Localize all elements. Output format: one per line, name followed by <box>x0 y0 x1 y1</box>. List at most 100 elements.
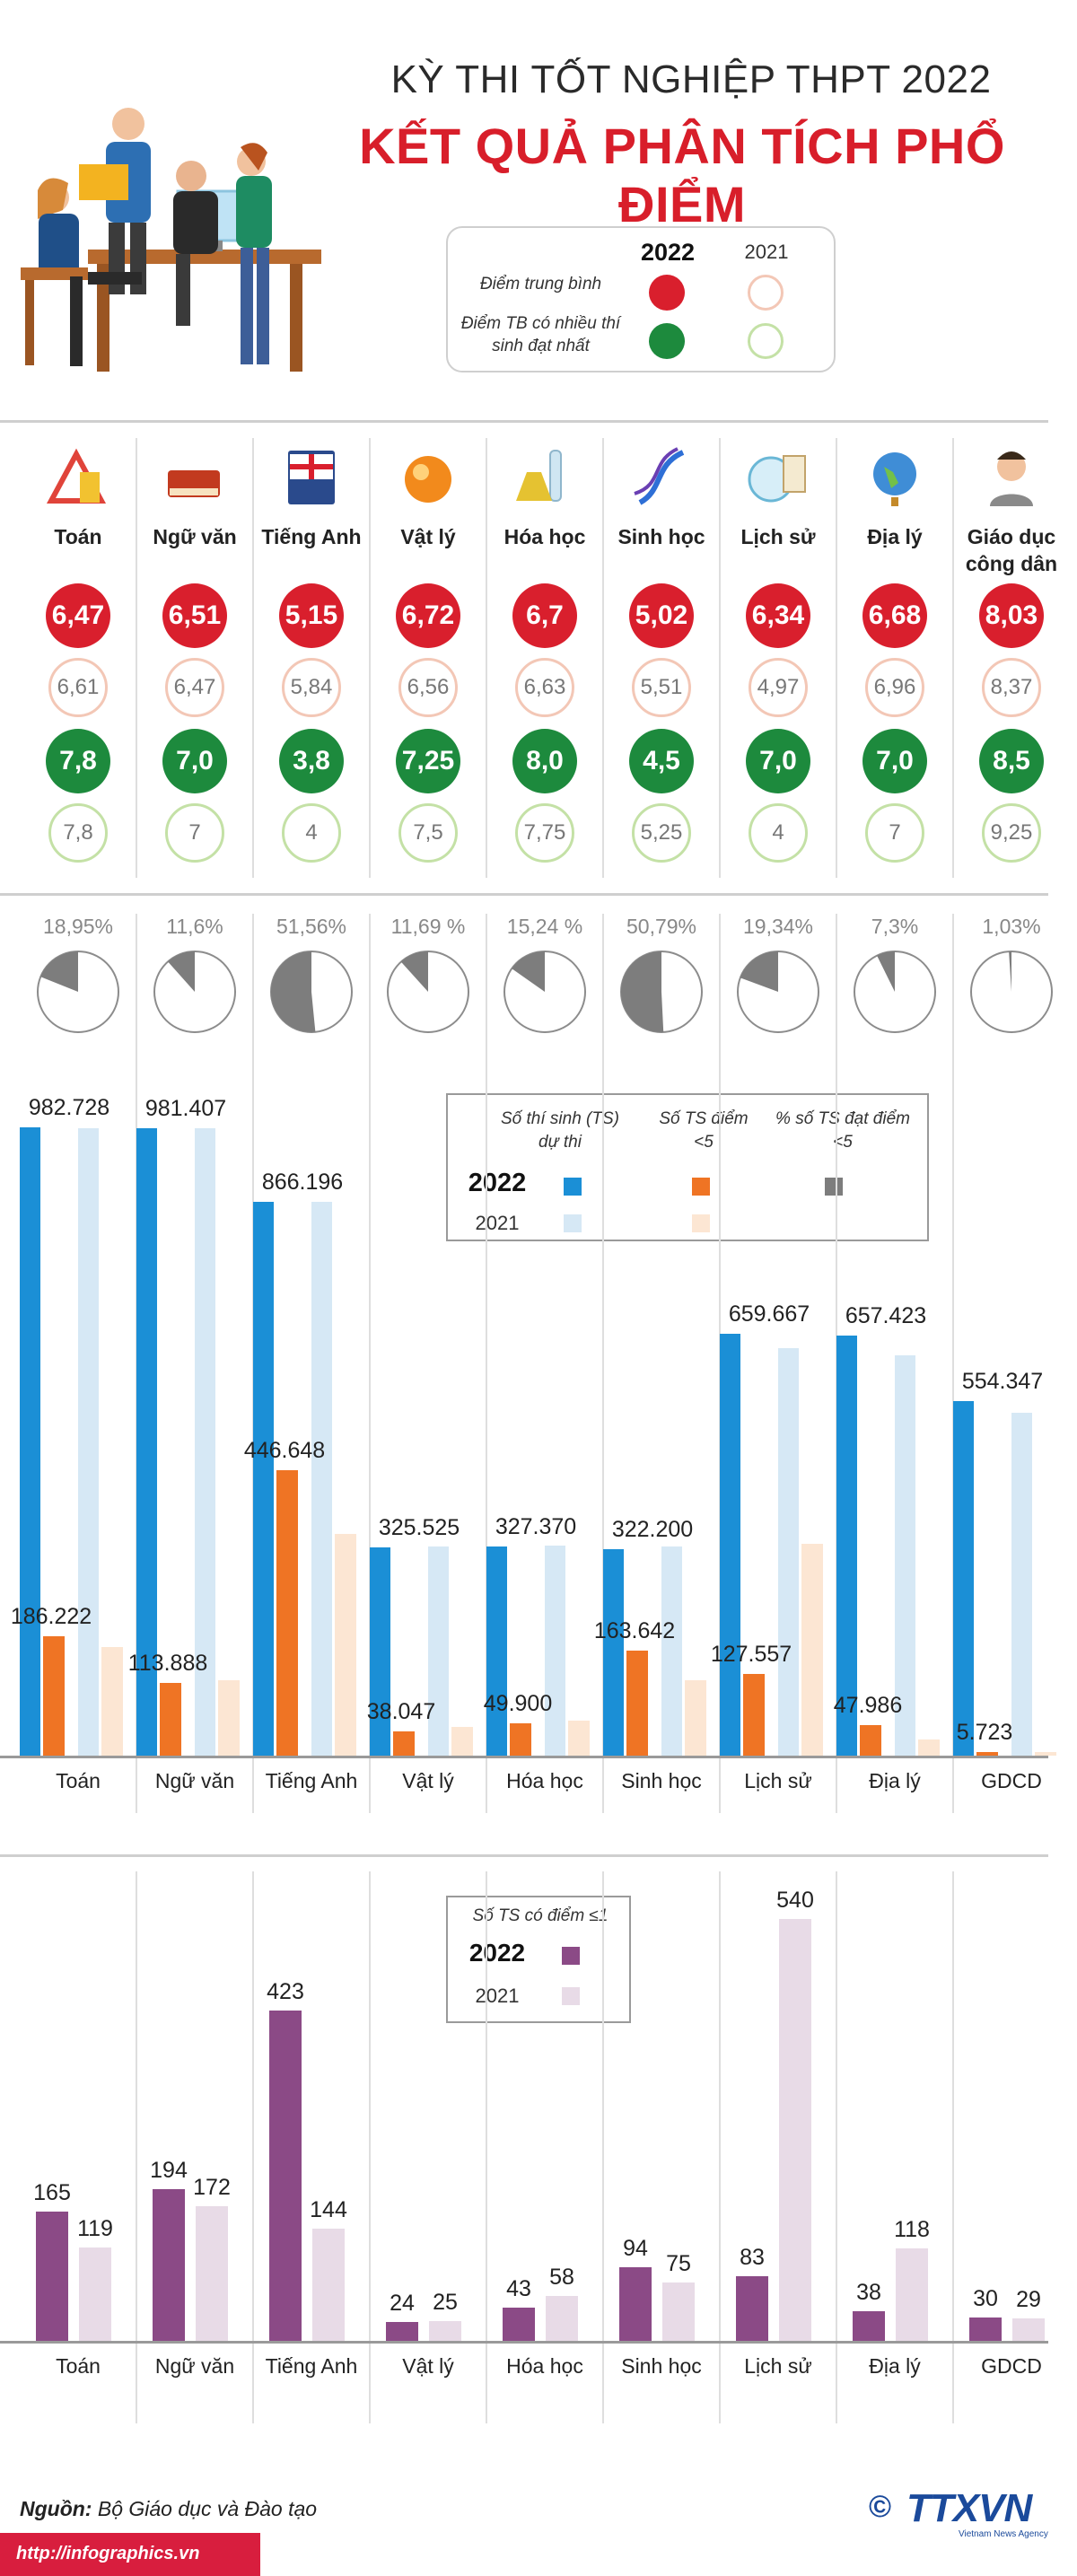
bar-candidates-2022 <box>136 1128 157 1756</box>
source-text: Bộ Giáo dục và Đào tạo <box>92 2497 318 2520</box>
legend-swatch-lightorange <box>692 1214 710 1232</box>
source-label: Nguồn: <box>20 2497 92 2520</box>
x-axis-label: Địa lý <box>869 1769 921 1792</box>
avg-2022-badge: 6,7 <box>512 583 577 648</box>
x-axis-label: Toán <box>56 2354 101 2378</box>
pie-percent-label: 11,69 % <box>391 915 466 938</box>
x-axis-label: Địa lý <box>869 2354 921 2378</box>
below5-2022-label: 446.648 <box>243 1438 326 1463</box>
column-divider-mid <box>952 914 954 1813</box>
x-axis-label: Sinh học <box>621 1769 702 1792</box>
pie-slice <box>877 951 895 992</box>
bar-candidates-2022 <box>370 1547 390 1756</box>
bar-low-2021-label: 25 <box>433 2290 458 2315</box>
bar-low-2022 <box>619 2267 652 2341</box>
bar-low-2021-label: 58 <box>549 2265 574 2290</box>
logo-subtext: Vietnam News Agency <box>959 2529 1048 2539</box>
below5-2022-label: 113.888 <box>127 1651 208 1676</box>
bar-below5-2022 <box>393 1731 415 1756</box>
bar-low-2022-label: 38 <box>856 2280 881 2305</box>
column-divider-top <box>369 438 371 878</box>
bar-low-2021 <box>196 2206 228 2341</box>
x-axis-label: Lịch sử <box>744 1769 812 1792</box>
bar-below5-2021 <box>918 1739 940 1756</box>
column-divider-bottom <box>486 1871 487 2423</box>
x-axis-label: Hóa học <box>506 1769 583 1792</box>
pie-percent-label: 1,03% <box>982 915 1040 938</box>
bar-low-2022-label: 94 <box>623 2236 648 2261</box>
bar-low-2022-label: 24 <box>390 2291 415 2316</box>
mode-2022-badge: 8,5 <box>979 729 1044 793</box>
below5-2022-label: 49.900 <box>483 1691 553 1716</box>
x-axis-label: Tiếng Anh <box>265 2354 358 2378</box>
subject-name: Hóa học <box>503 525 586 548</box>
candidates-2022-label: 325.525 <box>378 1515 460 1540</box>
x-axis-label: Hóa học <box>506 2354 583 2378</box>
subject-name: Ngữ văn <box>153 525 237 548</box>
mode-2022-badge: 8,0 <box>512 729 577 793</box>
bar-below5-2021 <box>335 1534 356 1756</box>
below5-2022-label: 186.222 <box>10 1604 92 1629</box>
mode-2021-badge: 7,8 <box>48 803 108 863</box>
ttxvn-logo: © TTXVN Vietnam News Agency <box>869 2486 1059 2540</box>
x-axis-label: Vật lý <box>402 1769 454 1792</box>
avg-2021-badge: 6,61 <box>48 658 108 717</box>
mode-2022-badge: 7,8 <box>46 729 110 793</box>
bar-low-2021-label: 75 <box>666 2251 691 2276</box>
bar-low-2022 <box>386 2322 418 2341</box>
logo-text: TTXVN <box>906 2486 1032 2530</box>
column-divider-bottom <box>952 1871 954 2423</box>
section-divider <box>0 420 1048 423</box>
bar-low-2021 <box>312 2229 345 2341</box>
legend-mode-label: Điểm TB có nhiều thí sinh đạt nhất <box>460 314 621 355</box>
below5-2022-label: 127.557 <box>710 1642 792 1667</box>
bar-below5-2022 <box>43 1636 65 1756</box>
bar-low-2022 <box>36 2212 68 2341</box>
avg-2021-badge: 6,47 <box>165 658 224 717</box>
bar-below5-2022 <box>510 1723 531 1756</box>
bar-candidates-2021 <box>78 1128 99 1756</box>
legend-col-candidates: Số thí sinh (TS) dự thi <box>501 1109 619 1152</box>
column-divider-bottom <box>602 1871 604 2423</box>
bar-low-2021 <box>779 1919 811 2341</box>
column-divider-bottom <box>252 1871 254 2423</box>
avg-2021-badge: 6,63 <box>515 658 574 717</box>
avg-2022-badge: 5,02 <box>629 583 694 648</box>
below5-2022-label: 38.047 <box>366 1699 436 1724</box>
x-axis-label: GDCD <box>981 2354 1042 2378</box>
avg-2022-badge: 6,47 <box>46 583 110 648</box>
bar-candidates-2022 <box>253 1202 274 1756</box>
bar-candidates-2022 <box>720 1334 740 1756</box>
source-line: Nguồn: Bộ Giáo dục và Đào tạo <box>20 2497 317 2521</box>
low-score-legend: Số TS có điểm ≤1 2022 2021 <box>446 1896 631 2023</box>
candidates-2022-label: 981.407 <box>144 1096 227 1121</box>
pie-slice <box>40 951 78 992</box>
avg-2022-badge: 5,15 <box>279 583 344 648</box>
bar-low-2022 <box>853 2311 885 2341</box>
bar-below5-2021 <box>101 1647 123 1756</box>
avg-2021-badge: 8,37 <box>982 658 1041 717</box>
bar-candidates-2021 <box>195 1128 215 1756</box>
pie-row: 18,95% 11,6% 51,56% 11,69 % 15,24 % 50,79% 19,… <box>37 915 1053 1033</box>
bar-low-2021 <box>1012 2318 1045 2341</box>
x-axis-label: Ngữ văn <box>154 1769 235 1792</box>
bar-below5-2021 <box>568 1721 590 1756</box>
legend-green-ring <box>748 323 784 359</box>
column-divider-bottom <box>369 1871 371 2423</box>
legend-swatch-orange <box>692 1178 710 1196</box>
flask-icon <box>516 450 562 502</box>
bar-candidates-2022 <box>836 1336 857 1756</box>
footer-url[interactable]: http://infographics.vn <box>16 2544 200 2563</box>
mode-2021-badge: 7 <box>865 803 924 863</box>
column-divider-top <box>952 438 954 878</box>
bar-low-2022 <box>153 2189 185 2341</box>
bar-candidates-2021 <box>895 1355 915 1756</box>
legend3-swatch-purple <box>562 1947 580 1965</box>
pie-slice <box>1009 951 1011 992</box>
pie-percent-label: 51,56% <box>276 915 346 938</box>
candidates-2022-label: 322.200 <box>611 1517 694 1542</box>
below5-2022-label: 163.642 <box>593 1618 676 1643</box>
avg-2022-badge: 8,03 <box>979 583 1044 648</box>
section-divider <box>0 1854 1048 1857</box>
bar-candidates-2022 <box>603 1549 624 1756</box>
